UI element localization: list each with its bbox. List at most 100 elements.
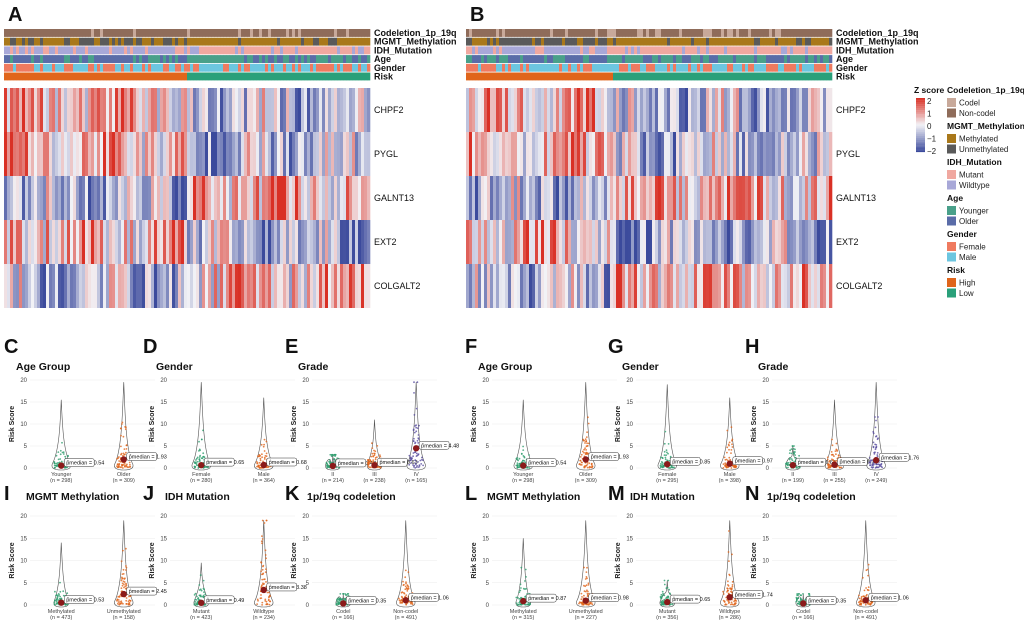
heatmap-cell <box>646 264 650 308</box>
annotation-cell <box>160 55 164 63</box>
heatmap-cell <box>181 132 185 176</box>
legend-item-label: Methylated <box>959 135 998 144</box>
annotation-cell <box>616 55 620 63</box>
annotation-cell <box>772 72 776 81</box>
heatmap-cell <box>811 88 815 132</box>
data-point <box>869 602 871 605</box>
legend-item-label: Mutant <box>959 171 984 180</box>
annotation-cell <box>343 55 347 63</box>
heatmap-cell <box>97 264 101 308</box>
annotation-cell <box>571 37 575 46</box>
data-point <box>379 455 382 458</box>
heatmap-cell <box>13 264 17 308</box>
annotation-cell <box>808 55 812 63</box>
data-point <box>412 440 415 442</box>
heatmap-cell <box>283 264 287 308</box>
annotation-cell <box>274 29 278 37</box>
data-point <box>66 592 69 595</box>
data-point <box>265 600 268 603</box>
annotation-cell <box>34 55 38 63</box>
data-point <box>520 566 523 569</box>
data-point <box>582 439 585 442</box>
data-point <box>862 595 865 597</box>
annotation-cell <box>205 29 209 37</box>
annotation-cell <box>691 46 695 55</box>
annotation-cell <box>667 55 671 63</box>
data-point <box>586 589 588 592</box>
data-point <box>869 462 872 464</box>
annotation-cell <box>490 72 494 81</box>
annotation-cell <box>106 55 110 63</box>
annotation-cell <box>250 63 254 72</box>
data-point <box>64 455 67 458</box>
annotation-cell <box>64 37 68 46</box>
heatmap-cell <box>499 264 503 308</box>
annotation-cell <box>706 46 710 55</box>
annotation-cell <box>646 46 650 55</box>
heatmap-cell <box>685 88 689 132</box>
annotation-cell <box>202 46 206 55</box>
heatmap-cell <box>739 88 743 132</box>
data-point <box>121 464 124 467</box>
y-axis-label: Risk Score <box>149 406 156 442</box>
annotation-cell <box>220 72 224 81</box>
annotation-cell <box>475 46 479 55</box>
heatmap-cell <box>52 88 56 132</box>
zscore-bar-step <box>916 133 925 135</box>
gene-label: COLGALT2 <box>836 281 882 291</box>
annotation-cell <box>4 63 8 72</box>
annotation-cell <box>136 55 140 63</box>
heatmap-cell <box>685 132 689 176</box>
heatmap-cell <box>616 176 620 220</box>
heatmap-cell <box>115 88 119 132</box>
heatmap-cell <box>559 220 563 264</box>
heatmap-cell <box>28 220 32 264</box>
heatmap-cell <box>550 132 554 176</box>
data-point <box>59 595 61 598</box>
heatmap-cell <box>286 132 290 176</box>
annotation-cell <box>292 72 296 81</box>
heatmap-cell <box>595 176 599 220</box>
annotation-cell <box>364 63 368 72</box>
annotation-cell <box>22 46 26 55</box>
annotation-cell <box>259 63 263 72</box>
heatmap-cell <box>181 176 185 220</box>
heatmap-cell <box>679 88 683 132</box>
annotation-cell <box>760 46 764 55</box>
annotation-cell <box>550 55 554 63</box>
annotation-cell <box>535 55 539 63</box>
data-point <box>671 603 674 606</box>
heatmap-cell <box>295 176 299 220</box>
annotation-cell <box>745 63 749 72</box>
annotation-cell <box>577 46 581 55</box>
annotation-cell <box>208 29 212 37</box>
heatmap-panels: ACodeletion_1p_19qMGMT_MethylationIDH_Mu… <box>4 4 919 308</box>
annotation-cell <box>499 63 503 72</box>
heatmap-cell <box>703 132 707 176</box>
heatmap-cell <box>466 88 470 132</box>
annotation-cell <box>271 29 275 37</box>
heatmap-cell <box>145 132 149 176</box>
annotation-cell <box>28 29 32 37</box>
heatmap-cell <box>562 264 566 308</box>
data-point <box>120 560 123 563</box>
annotation-cell <box>487 46 491 55</box>
annotation-cell <box>127 29 131 37</box>
data-point <box>661 595 663 598</box>
annotation-cell <box>652 37 656 46</box>
data-point <box>793 452 795 455</box>
heatmap-cell <box>625 220 629 264</box>
annotation-cell <box>280 29 284 37</box>
data-point <box>790 448 793 450</box>
annotation-cell <box>151 29 155 37</box>
annotation-cell <box>229 37 233 46</box>
heatmap-cell <box>640 88 644 132</box>
heatmap-cell <box>265 220 269 264</box>
heatmap-cell <box>808 176 812 220</box>
heatmap-cell <box>163 264 167 308</box>
heatmap-cell <box>712 132 716 176</box>
legend-swatch <box>947 288 956 298</box>
data-point <box>586 592 589 595</box>
annotation-cell <box>634 29 638 37</box>
